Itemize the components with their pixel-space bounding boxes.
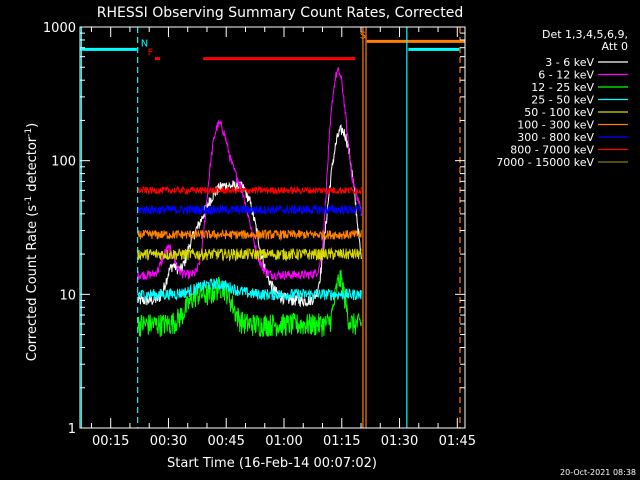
x-tick-label: 01:15	[323, 434, 360, 449]
x-tick-label: 00:15	[92, 434, 129, 449]
x-axis-label: Start Time (16-Feb-14 00:07:02)	[167, 456, 377, 471]
legend-label: 50 - 100 keV	[524, 106, 594, 119]
y-tick-label: 10	[59, 288, 76, 303]
series-line-800-7000-kev	[137, 185, 362, 196]
legend-header-line1: Det 1,3,4,5,6,9,	[542, 28, 628, 41]
series-line-3-6-kev	[137, 124, 362, 308]
x-tick-label: 00:30	[150, 434, 187, 449]
series-line-100-300-kev	[137, 228, 362, 242]
series-line-300-800-kev	[137, 203, 362, 216]
legend-label: 800 - 7000 keV	[510, 144, 594, 157]
x-tick-label: 01:45	[439, 434, 476, 449]
legend-label: 12 - 25 keV	[531, 81, 594, 94]
series-line-25-50-kev	[137, 277, 362, 302]
flag-label-n: N	[141, 38, 148, 49]
legend-label: 300 - 800 keV	[517, 131, 594, 144]
y-axis-label: Corrected Count Rate (s-1 detector-1)	[24, 123, 40, 361]
y-tick-label: 1	[68, 422, 76, 437]
y-tick-label: 100	[51, 155, 76, 170]
series-line-50-100-kev	[137, 247, 362, 262]
legend-header-line2: Att 0	[602, 40, 628, 53]
plot-frame	[79, 26, 466, 429]
x-tick-label: 01:00	[265, 434, 302, 449]
flag-label-s: S	[360, 30, 366, 41]
plot-area: NF S	[80, 27, 465, 428]
series-line-6-12-kev	[137, 66, 362, 281]
flag-label-f: F	[148, 48, 154, 59]
legend-label: 100 - 300 keV	[517, 119, 594, 132]
chart-title: RHESSI Observing Summary Count Rates, Co…	[97, 5, 463, 21]
legend-label: 3 - 6 keV	[545, 56, 594, 69]
legend-label: 25 - 50 keV	[531, 94, 594, 107]
x-tick-label: 00:45	[207, 434, 244, 449]
legend-label: 7000 - 15000 keV	[496, 156, 594, 169]
legend-label: 6 - 12 keV	[538, 69, 594, 82]
axes: 1 10 100 1000 00:15 00:30 00:45 01:00 01:15 01:30…	[43, 21, 476, 449]
x-tick-label: 01:30	[381, 434, 418, 449]
series-line-12-25-kev	[137, 269, 362, 338]
timestamp: 20-Oct-2021 08:38	[560, 468, 636, 477]
y-tick-label: 1000	[43, 21, 76, 36]
